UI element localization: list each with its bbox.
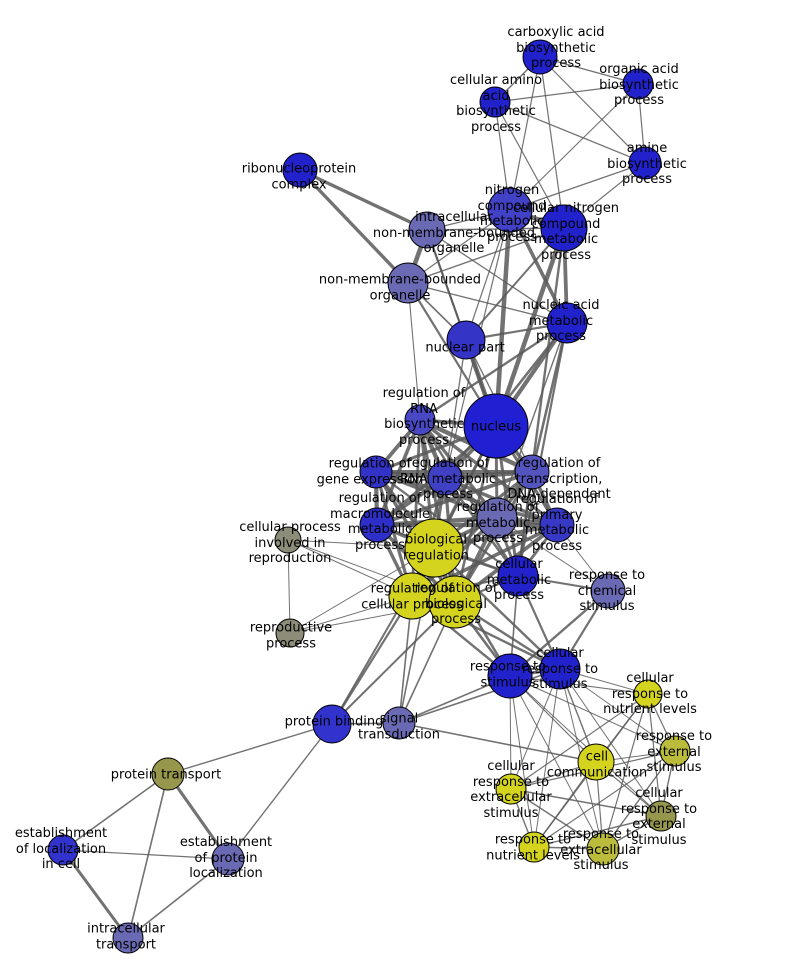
graph-node-response_to_stimulus[interactable] — [487, 653, 533, 699]
graph-node-nitrogen_compound_metabolic_process[interactable] — [487, 187, 533, 233]
graph-node-regulation_of_transcription_dna_dependent[interactable] — [514, 454, 550, 490]
graph-node-cellular_process_involved_in_reproduction[interactable] — [274, 526, 302, 554]
graph-edge — [127, 858, 229, 939]
graph-node-regulation_of_gene_expression[interactable] — [359, 455, 393, 489]
graph-edge — [298, 168, 410, 285]
graph-edge — [509, 675, 604, 850]
graph-node-regulation_of_rna_metabolic_process[interactable] — [427, 460, 463, 496]
graph-edge — [559, 668, 676, 752]
graph-edge — [493, 225, 567, 429]
graph-node-protein_binding[interactable] — [312, 704, 352, 744]
graph-node-nucleus[interactable] — [463, 393, 529, 459]
graph-edge — [496, 322, 568, 519]
graph-node-cellular_response_to_stimulus[interactable] — [539, 648, 581, 690]
graph-edge — [374, 470, 499, 520]
graph-node-organic_acid_biosynthetic_process[interactable] — [622, 68, 654, 100]
graph-edge — [533, 815, 662, 848]
graph-edge — [510, 693, 649, 790]
edge-layer — [61, 56, 676, 940]
graph-edge — [494, 101, 646, 164]
graph-node-cellular_nitrogen_compound_metabolic_process[interactable] — [540, 204, 588, 252]
graph-edge — [298, 168, 429, 232]
graph-node-cellular_response_to_extracellular_stimulus[interactable] — [495, 773, 527, 805]
graph-edge — [509, 162, 646, 211]
graph-edge — [539, 56, 565, 229]
graph-edge — [227, 723, 333, 860]
graph-edge — [509, 675, 649, 695]
graph-edge — [533, 668, 561, 848]
graph-edge — [398, 722, 597, 763]
graph-edge — [533, 750, 676, 848]
graph-edge — [494, 83, 639, 103]
graph-node-response_to_nutrient_levels[interactable] — [518, 831, 550, 863]
graph-edge — [509, 675, 662, 817]
graph-node-response_to_chemical_stimulus[interactable] — [590, 573, 626, 609]
graph-node-establishment_of_localization_in_cell[interactable] — [47, 834, 79, 866]
graph-edge — [62, 849, 229, 860]
graph-edge — [509, 56, 541, 211]
graph-node-regulation_of_macromolecule_metabolic_process[interactable] — [359, 507, 395, 543]
graph-edge — [426, 229, 568, 324]
graph-node-regulation_of_rna_biosynthetic_process[interactable] — [404, 404, 436, 436]
graph-edge — [407, 282, 421, 421]
graph-edge — [494, 101, 565, 229]
graph-edge — [647, 693, 662, 817]
graph-node-regulation_of_cellular_process[interactable] — [388, 572, 436, 620]
graph-node-cellular_response_to_nutrient_levels[interactable] — [633, 679, 663, 709]
graph-edge — [516, 321, 569, 578]
graph-node-protein_transport[interactable] — [151, 757, 185, 791]
graph-edge — [418, 321, 569, 422]
graph-node-ribonucleoprotein_complex[interactable] — [282, 152, 318, 188]
graph-edge — [509, 675, 676, 752]
graph-edge — [602, 750, 676, 850]
graph-edge — [61, 848, 130, 940]
graph-node-regulation_of_primary_metabolic_process[interactable] — [539, 507, 575, 543]
graph-node-biological_regulation[interactable] — [404, 518, 464, 578]
node-layer — [47, 39, 691, 954]
graph-node-response_to_external_stimulus[interactable] — [659, 735, 691, 767]
graph-node-regulation_of_biological_process[interactable] — [428, 575, 482, 629]
graph-node-response_to_extracellular_stimulus[interactable] — [586, 832, 620, 866]
graph-edge — [496, 517, 609, 592]
graph-node-reproductive_process[interactable] — [275, 618, 305, 648]
graph-node-establishment_of_protein_localization[interactable] — [211, 842, 245, 876]
graph-node-cellular_response_to_external_stimulus[interactable] — [645, 800, 677, 832]
graph-node-amine_biosynthetic_process[interactable] — [628, 146, 662, 180]
graph-edge — [330, 594, 414, 726]
graph-edge — [331, 601, 456, 725]
graph-edge — [287, 539, 291, 634]
graph-edge — [62, 773, 169, 851]
graph-edge — [374, 470, 559, 527]
graph-node-nuclear_part[interactable] — [446, 320, 486, 360]
graph-node-intracellular_transport[interactable] — [112, 922, 144, 954]
graph-edge — [510, 788, 604, 850]
graph-node-carboxylic_acid_biosynthetic_process[interactable] — [522, 39, 558, 75]
graph-edge — [530, 321, 569, 474]
graph-edge — [465, 227, 565, 341]
graph-node-cellular_metabolic_process[interactable] — [497, 555, 539, 597]
graph-node-signal_transduction[interactable] — [382, 706, 416, 740]
graph-edge — [167, 723, 333, 775]
graph-node-non_membrane_bounded_organelle[interactable] — [387, 262, 429, 304]
graph-edge — [127, 773, 169, 939]
graph-edge — [510, 788, 662, 817]
graph-node-nucleic_acid_metabolic_process[interactable] — [546, 302, 588, 344]
graph-node-cellular_amino_acid_biosynthetic_process[interactable] — [479, 86, 511, 118]
graph-edge — [398, 668, 561, 724]
graph-edge — [407, 282, 568, 324]
graph-node-cell_communication[interactable] — [577, 743, 615, 781]
graph-edge — [509, 83, 639, 211]
graph-edge — [407, 227, 565, 284]
graph-edge — [539, 56, 646, 164]
graph-node-regulation_of_metabolic_process[interactable] — [476, 497, 518, 539]
graph-edge — [602, 693, 649, 850]
graph-edge — [375, 470, 534, 527]
graph-node-intracellular_non_membrane_bounded_organelle[interactable] — [408, 211, 446, 249]
graph-edge — [166, 772, 230, 861]
graph-edge — [493, 207, 513, 429]
graph-edge — [510, 668, 561, 790]
graph-edge — [465, 209, 511, 341]
